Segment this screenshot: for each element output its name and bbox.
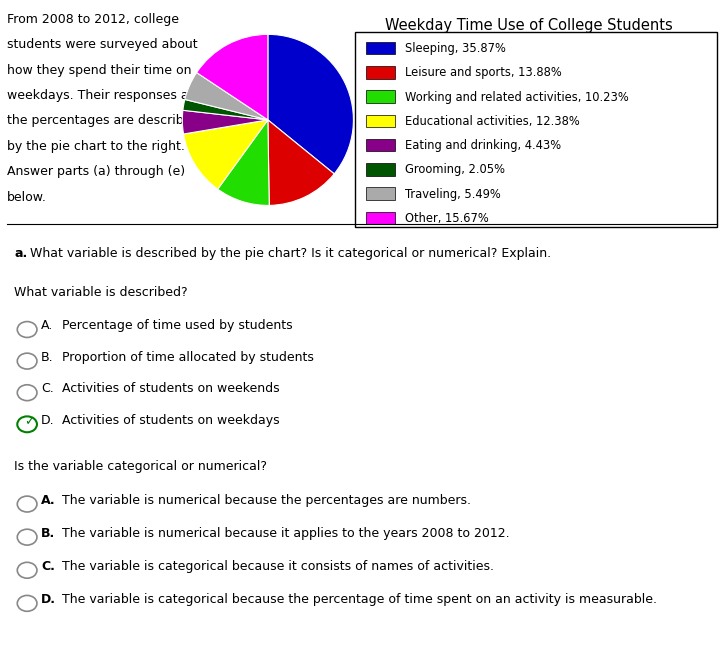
Text: Educational activities, 12.38%: Educational activities, 12.38%	[405, 115, 580, 128]
Wedge shape	[268, 120, 334, 205]
Text: B.: B.	[41, 527, 56, 540]
Bar	[366, 66, 395, 78]
Text: Answer parts (a) through (e): Answer parts (a) through (e)	[7, 165, 185, 178]
Text: B.: B.	[41, 351, 54, 364]
Text: Grooming, 2.05%: Grooming, 2.05%	[405, 163, 505, 176]
Bar	[366, 212, 395, 224]
Text: The variable is numerical because the percentages are numbers.: The variable is numerical because the pe…	[62, 494, 471, 507]
Text: Working and related activities, 10.23%: Working and related activities, 10.23%	[405, 91, 629, 104]
Wedge shape	[218, 120, 269, 205]
Bar	[366, 187, 395, 200]
Text: Traveling, 5.49%: Traveling, 5.49%	[405, 188, 501, 201]
Text: A.: A.	[41, 319, 54, 332]
Text: ✓: ✓	[25, 415, 35, 428]
Text: Sleeping, 35.87%: Sleeping, 35.87%	[405, 42, 506, 55]
Wedge shape	[185, 73, 268, 120]
Text: how they spend their time on: how they spend their time on	[7, 64, 192, 76]
Bar	[366, 115, 395, 127]
Text: weekdays. Their responses and: weekdays. Their responses and	[7, 89, 205, 102]
Text: The variable is categorical because the percentage of time spent on an activity : The variable is categorical because the …	[62, 593, 657, 606]
Bar	[366, 139, 395, 152]
Text: What variable is described by the pie chart? Is it categorical or numerical? Exp: What variable is described by the pie ch…	[30, 247, 551, 260]
Ellipse shape	[17, 321, 37, 338]
Text: below.: below.	[7, 191, 47, 203]
Text: Is the variable categorical or numerical?: Is the variable categorical or numerical…	[14, 461, 267, 474]
Text: The variable is categorical because it consists of names of activities.: The variable is categorical because it c…	[62, 560, 494, 573]
Text: students were surveyed about: students were surveyed about	[7, 38, 198, 51]
Text: The variable is numerical because it applies to the years 2008 to 2012.: The variable is numerical because it app…	[62, 527, 510, 540]
Bar	[366, 90, 395, 103]
Text: D.: D.	[41, 414, 55, 427]
Wedge shape	[183, 99, 268, 120]
Text: the percentages are described: the percentages are described	[7, 115, 200, 128]
Ellipse shape	[17, 417, 37, 432]
Ellipse shape	[17, 596, 37, 611]
Text: From 2008 to 2012, college: From 2008 to 2012, college	[7, 13, 180, 26]
Text: C.: C.	[41, 382, 54, 395]
Ellipse shape	[17, 562, 37, 578]
Wedge shape	[197, 34, 268, 120]
Text: Percentage of time used by students: Percentage of time used by students	[62, 319, 293, 332]
Bar	[366, 163, 395, 176]
Text: Weekday Time Use of College Students: Weekday Time Use of College Students	[385, 18, 673, 34]
Wedge shape	[268, 34, 353, 174]
Text: Eating and drinking, 4.43%: Eating and drinking, 4.43%	[405, 139, 562, 152]
Text: Leisure and sports, 13.88%: Leisure and sports, 13.88%	[405, 66, 563, 79]
Bar	[366, 41, 395, 54]
Ellipse shape	[17, 385, 37, 400]
Text: D.: D.	[41, 593, 56, 606]
Text: What variable is described?: What variable is described?	[14, 286, 188, 299]
Text: Activities of students on weekends: Activities of students on weekends	[62, 382, 280, 395]
Ellipse shape	[17, 496, 37, 512]
Text: Proportion of time allocated by students: Proportion of time allocated by students	[62, 351, 314, 364]
Text: a.: a.	[14, 247, 28, 260]
Text: by the pie chart to the right.: by the pie chart to the right.	[7, 140, 185, 153]
Ellipse shape	[17, 353, 37, 369]
Text: C.: C.	[41, 560, 55, 573]
Text: Other, 15.67%: Other, 15.67%	[405, 212, 489, 225]
Ellipse shape	[17, 529, 37, 545]
Wedge shape	[182, 110, 268, 134]
Wedge shape	[183, 120, 268, 189]
Text: Activities of students on weekdays: Activities of students on weekdays	[62, 414, 280, 427]
Text: A.: A.	[41, 494, 56, 507]
